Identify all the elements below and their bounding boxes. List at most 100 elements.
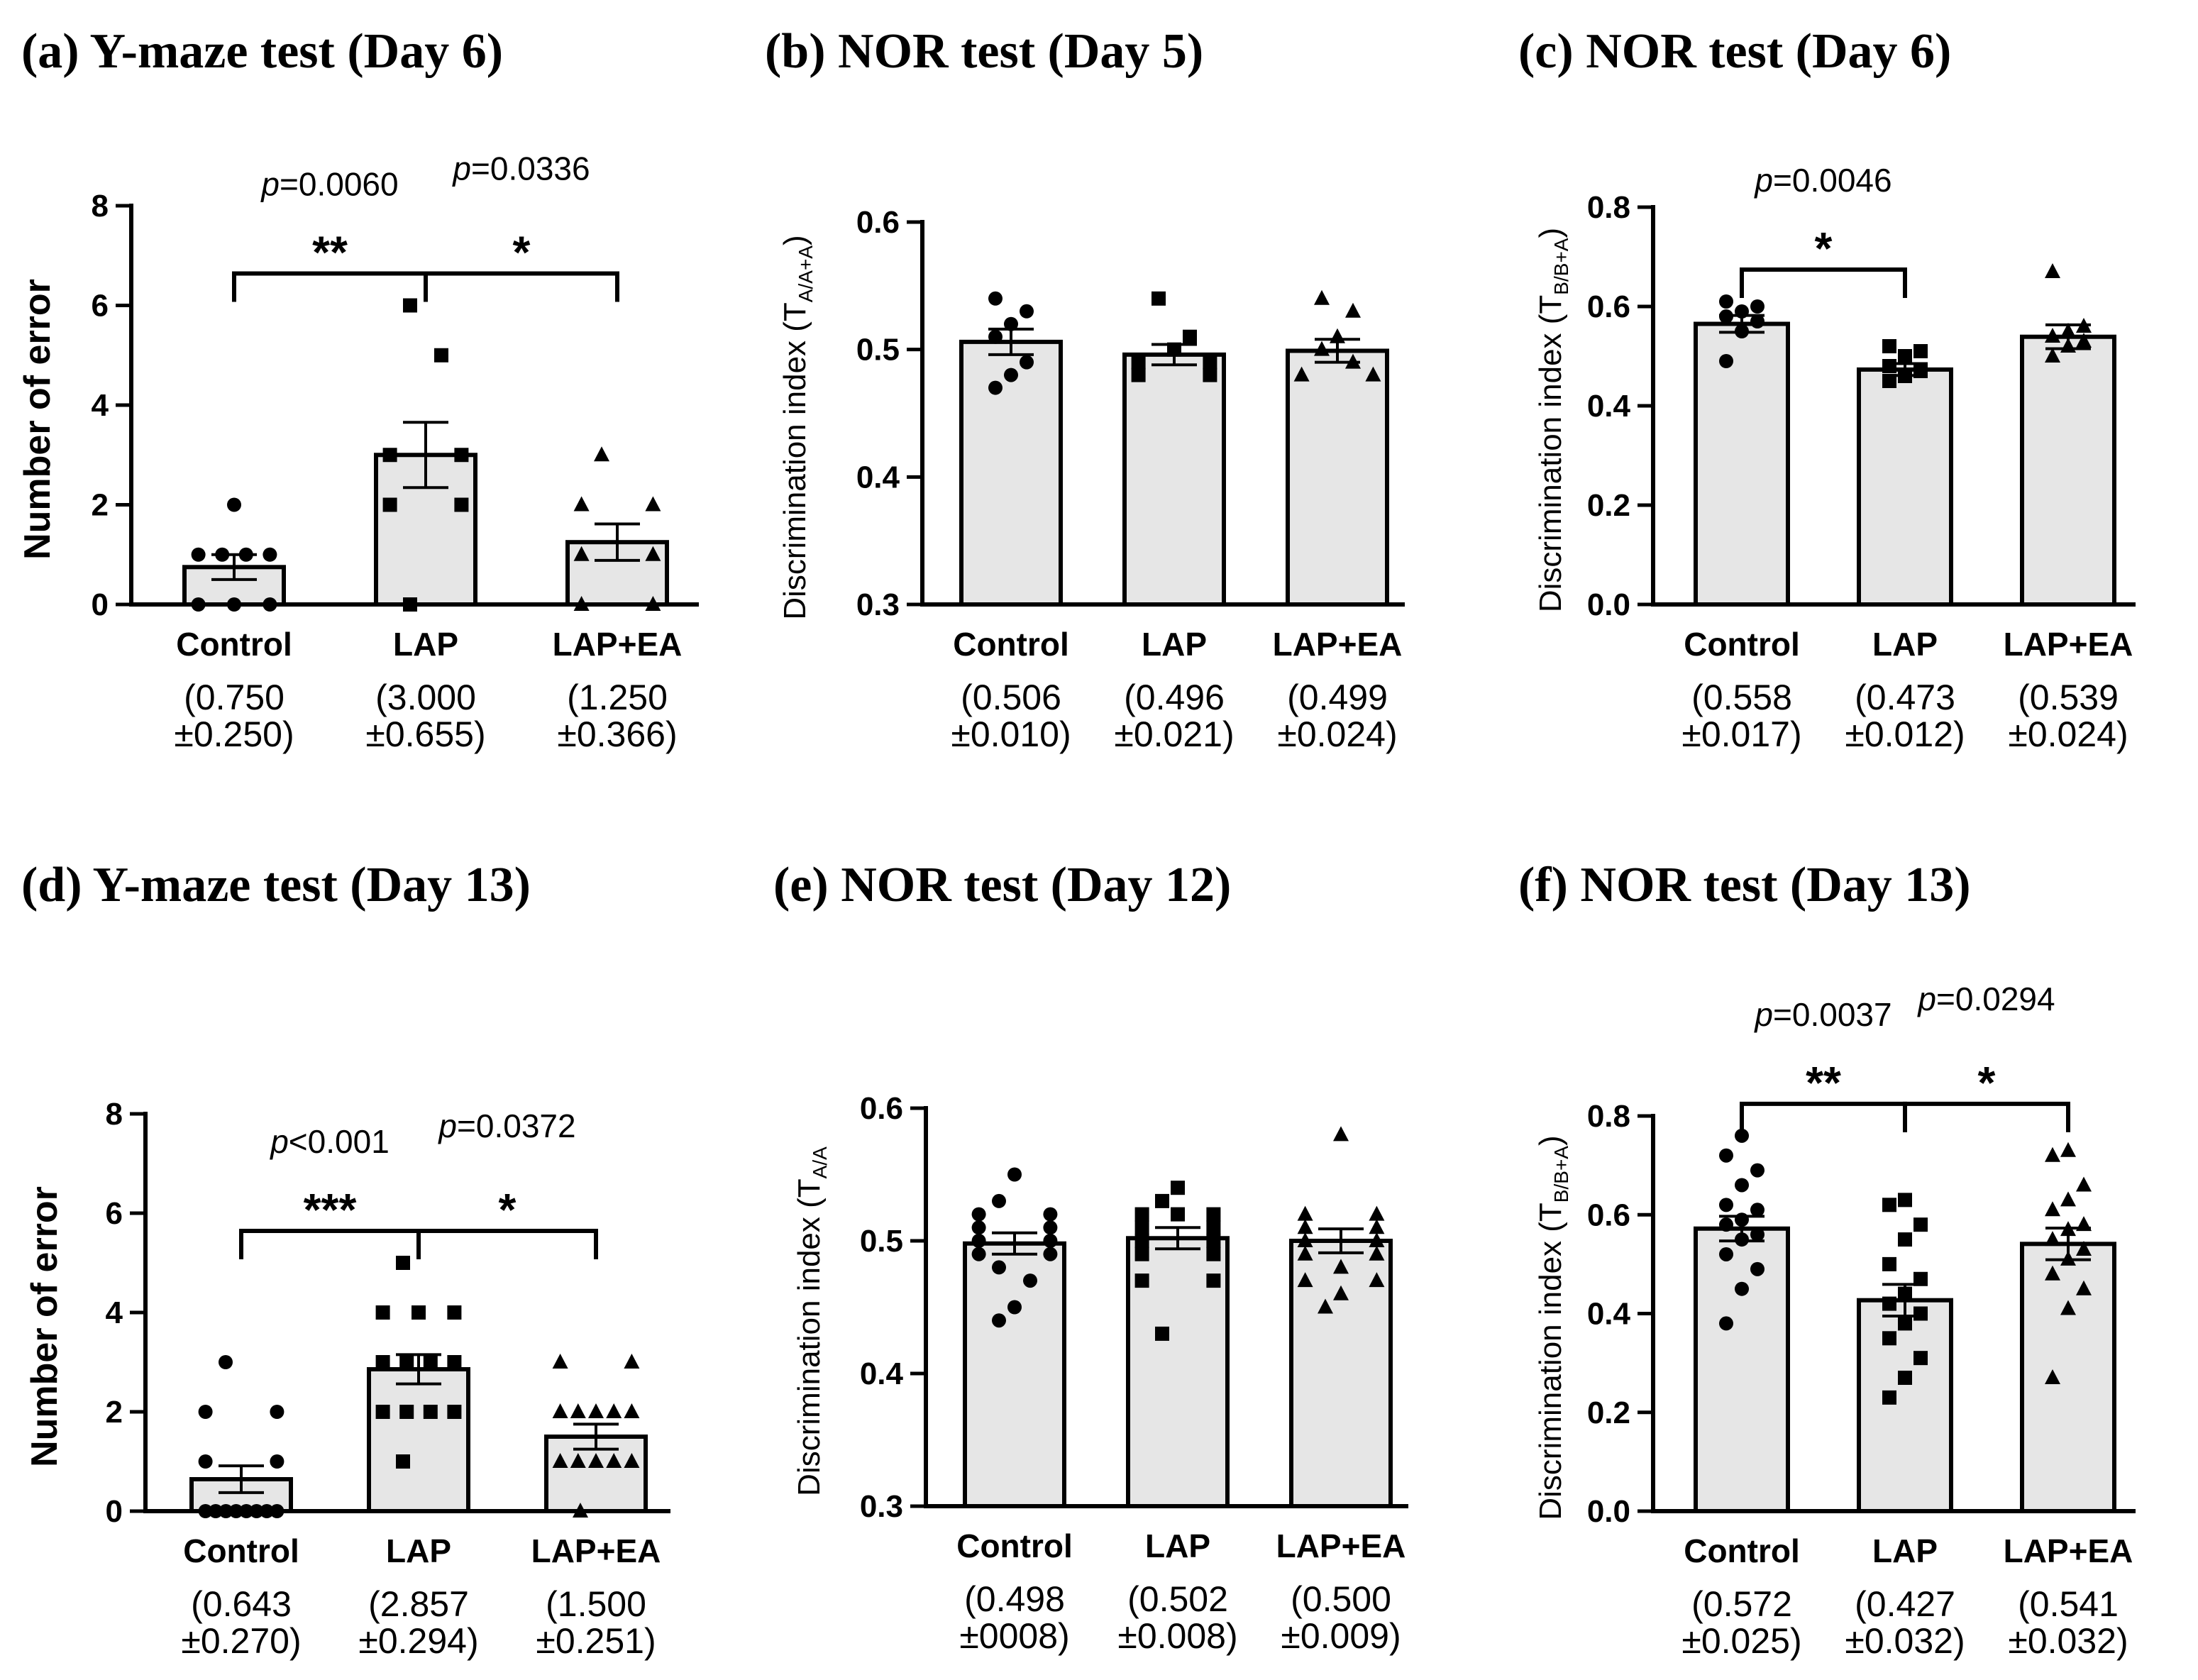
panel-title: (c) NOR test (Day 6) bbox=[1518, 24, 1951, 79]
data-point bbox=[971, 1234, 986, 1248]
data-point bbox=[2060, 1142, 2076, 1157]
data-point bbox=[971, 1220, 986, 1235]
sd-value: ±0.655) bbox=[365, 714, 485, 754]
y-tick-label: 0.6 bbox=[860, 1091, 903, 1126]
y-axis-label: Discrimination index (TA/A+A) bbox=[778, 235, 817, 619]
significance-bracket bbox=[416, 1229, 598, 1259]
x-tick-label: LAP bbox=[1145, 1527, 1210, 1564]
data-point bbox=[1293, 366, 1310, 382]
y-tick-label: 0.2 bbox=[1587, 1396, 1630, 1430]
data-point bbox=[1898, 1316, 1912, 1331]
mean-value: (0.496 bbox=[1124, 678, 1225, 717]
sd-value: ±0.010) bbox=[951, 714, 1071, 754]
data-point bbox=[1314, 341, 1330, 356]
data-point bbox=[2045, 1146, 2060, 1162]
data-point bbox=[570, 1453, 586, 1468]
data-point bbox=[263, 547, 277, 562]
significance-bracket bbox=[1903, 1101, 2070, 1132]
data-point bbox=[1203, 355, 1217, 370]
data-point bbox=[624, 1453, 640, 1468]
data-point bbox=[1297, 1245, 1313, 1261]
y-tick-label: 0.3 bbox=[856, 587, 900, 622]
data-point bbox=[1020, 355, 1034, 370]
mean-value: (0.558 bbox=[1691, 678, 1792, 717]
data-point bbox=[1750, 1163, 1765, 1178]
data-point bbox=[1369, 1272, 1385, 1288]
data-point bbox=[1913, 1217, 1928, 1232]
data-point bbox=[645, 546, 661, 561]
data-point bbox=[227, 497, 241, 512]
y-tick-label: 0.8 bbox=[1587, 1099, 1630, 1134]
data-point bbox=[1750, 314, 1765, 328]
p-value: p=0.0037 bbox=[1753, 996, 1892, 1033]
y-tick-label: 2 bbox=[92, 488, 109, 523]
x-tick-label: LAP bbox=[386, 1532, 451, 1569]
y-tick-label: 6 bbox=[106, 1196, 123, 1231]
y-axis-label: Discrimination index (TA/A bbox=[792, 1146, 831, 1496]
data-point bbox=[1297, 1205, 1313, 1221]
data-point bbox=[1882, 1331, 1896, 1346]
significance-stars: ** bbox=[1806, 1057, 1841, 1108]
data-point bbox=[1206, 1234, 1221, 1248]
data-point bbox=[2076, 1176, 2092, 1192]
sd-value: ±0.012) bbox=[1845, 714, 1965, 754]
sd-value: ±0.021) bbox=[1114, 714, 1234, 754]
data-point bbox=[1004, 316, 1018, 331]
data-point bbox=[1719, 354, 1733, 368]
data-point bbox=[1882, 1390, 1896, 1405]
data-point bbox=[396, 1454, 410, 1469]
data-point bbox=[2076, 1240, 2092, 1256]
bar-lap-ea bbox=[2020, 334, 2116, 607]
data-point bbox=[219, 1355, 233, 1369]
x-tick-label: LAP+EA bbox=[553, 626, 683, 663]
bar-control bbox=[1694, 321, 1790, 607]
y-tick-label: 0.0 bbox=[1587, 1494, 1630, 1529]
data-point bbox=[1043, 1234, 1058, 1248]
data-point bbox=[645, 496, 661, 512]
x-tick-label: Control bbox=[183, 1532, 299, 1569]
data-point bbox=[1735, 1281, 1749, 1296]
sd-value: ±0.294) bbox=[358, 1621, 478, 1661]
data-point bbox=[606, 1453, 622, 1468]
data-point bbox=[1333, 1285, 1349, 1300]
bar-lap bbox=[1122, 352, 1226, 607]
data-point bbox=[988, 291, 1003, 306]
data-point bbox=[1297, 1272, 1313, 1288]
significance-bracket bbox=[1740, 267, 1907, 298]
y-tick-label: 0.0 bbox=[1587, 587, 1630, 622]
p-value: p=0.0372 bbox=[437, 1107, 575, 1144]
x-tick-label: LAP+EA bbox=[2004, 626, 2133, 663]
significance-stars: * bbox=[499, 1184, 517, 1235]
data-point bbox=[434, 348, 448, 363]
y-tick-label: 4 bbox=[92, 388, 109, 423]
y-tick-label: 0 bbox=[106, 1494, 123, 1529]
p-value: p=0.0294 bbox=[1916, 980, 2055, 1017]
data-point bbox=[971, 1207, 986, 1222]
mean-value: (0.506 bbox=[961, 678, 1061, 717]
data-point bbox=[971, 1247, 986, 1261]
y-axis-label: Discrimination index (TB/B+A) bbox=[1533, 228, 1572, 612]
y-tick-label: 0.5 bbox=[856, 333, 900, 368]
data-point bbox=[2045, 1265, 2060, 1281]
significance-bracket bbox=[424, 271, 619, 302]
data-point bbox=[624, 1354, 640, 1369]
x-tick-label: Control bbox=[956, 1527, 1073, 1564]
mean-value: (0.541 bbox=[2018, 1584, 2119, 1624]
y-tick-label: 0.6 bbox=[856, 205, 900, 240]
data-point bbox=[1750, 299, 1765, 314]
data-point bbox=[1134, 1273, 1149, 1288]
data-point bbox=[403, 298, 417, 313]
bar-lap-ea bbox=[1286, 348, 1389, 607]
data-point bbox=[1155, 1326, 1169, 1341]
data-point bbox=[1735, 1178, 1749, 1193]
data-point bbox=[1206, 1220, 1221, 1235]
p-value: p=0.0046 bbox=[1753, 162, 1892, 199]
data-point bbox=[1004, 368, 1018, 382]
mean-value: (0.572 bbox=[1691, 1584, 1792, 1624]
significance-stars: * bbox=[1978, 1057, 1996, 1108]
x-tick-label: LAP bbox=[1872, 1532, 1938, 1569]
x-tick-label: Control bbox=[1684, 1532, 1800, 1569]
data-point bbox=[1913, 1351, 1928, 1366]
chart-panel-a: (a) Y-maze test (Day 6) 0 2 4 6 8 Number of er… bbox=[17, 24, 699, 754]
data-point bbox=[382, 448, 397, 463]
